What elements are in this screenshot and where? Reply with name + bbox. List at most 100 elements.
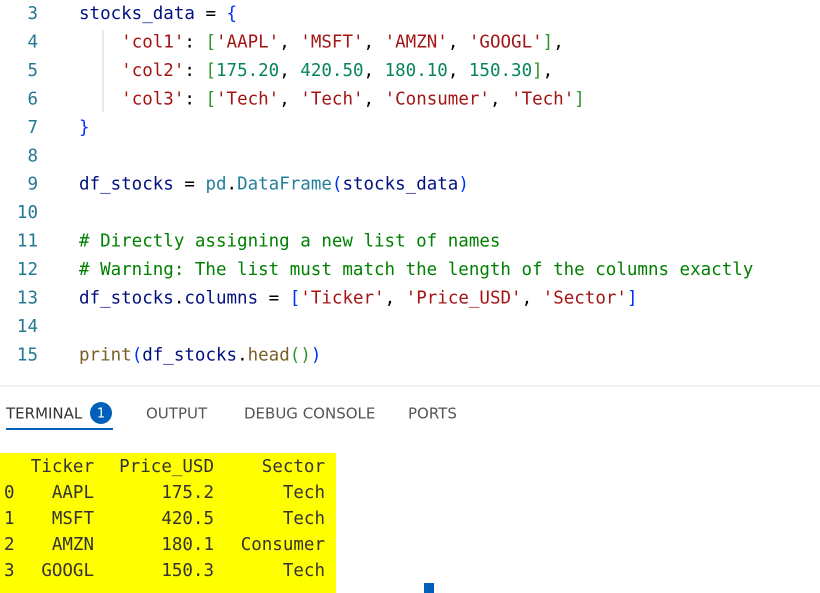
highlight bbox=[0, 453, 336, 593]
row-index: 2 bbox=[4, 535, 15, 555]
line-number: 8 bbox=[27, 146, 38, 166]
row-index: 0 bbox=[4, 483, 15, 503]
code-token: 'Ticker' bbox=[300, 289, 384, 309]
code-token: 'Tech' bbox=[511, 89, 574, 109]
code-token: ( bbox=[290, 345, 301, 365]
row-index: 1 bbox=[4, 509, 15, 529]
line-number: 7 bbox=[27, 118, 38, 138]
badge-count: 1 bbox=[97, 407, 105, 422]
code-line: 'col1': ['AAPL', 'MSFT', 'AMZN', 'GOOGL'… bbox=[79, 32, 564, 52]
code-token: ) bbox=[458, 175, 469, 195]
code-token: 'GOOGL' bbox=[469, 32, 543, 52]
code-token: 'MSFT' bbox=[300, 32, 363, 52]
code-token: ) bbox=[300, 345, 311, 365]
code-token: . bbox=[174, 289, 185, 309]
code-token: df_stocks bbox=[142, 345, 237, 365]
line-number: 13 bbox=[17, 289, 38, 309]
code-token bbox=[79, 61, 121, 81]
code-token: 'Sector' bbox=[543, 289, 627, 309]
code-line: stocks_data = { bbox=[79, 4, 237, 24]
table-cell: 420.5 bbox=[161, 509, 214, 529]
code-line: 'col2': [175.20, 420.50, 180.10, 150.30]… bbox=[79, 61, 553, 81]
code-token: 'Consumer' bbox=[385, 89, 490, 109]
line-number: 12 bbox=[17, 260, 38, 280]
line-number: 5 bbox=[27, 61, 38, 81]
table-cell: AAPL bbox=[52, 483, 94, 503]
code-token: [ bbox=[205, 89, 216, 109]
panel-tab[interactable]: DEBUG CONSOLE bbox=[244, 405, 375, 423]
code-token: 'Price_USD' bbox=[406, 289, 522, 309]
code-token: = bbox=[195, 4, 227, 24]
code-token: , bbox=[279, 61, 300, 81]
panel-tab[interactable]: PORTS bbox=[408, 405, 457, 423]
code-token: : bbox=[184, 32, 205, 52]
code-token: , bbox=[279, 89, 300, 109]
code-token: 175.20 bbox=[216, 61, 279, 81]
line-number: 15 bbox=[17, 345, 38, 365]
code-token: , bbox=[364, 61, 385, 81]
terminal-cursor bbox=[424, 583, 434, 593]
code-token: columns bbox=[184, 289, 258, 309]
table-cell: 175.2 bbox=[161, 483, 214, 503]
code-token: . bbox=[237, 345, 248, 365]
table-cell: Consumer bbox=[241, 535, 325, 555]
table-cell: 150.3 bbox=[161, 561, 214, 581]
table-cell: MSFT bbox=[52, 509, 95, 529]
code-token: 'AAPL' bbox=[216, 32, 279, 52]
panel-tab[interactable]: OUTPUT bbox=[146, 405, 208, 423]
line-number: 9 bbox=[27, 175, 38, 195]
code-token: stocks_data bbox=[79, 4, 195, 24]
code-token: 'Tech' bbox=[300, 89, 363, 109]
code-token: print bbox=[79, 345, 132, 365]
code-token: stocks_data bbox=[342, 175, 458, 195]
code-token: , bbox=[364, 32, 385, 52]
code-token: , bbox=[448, 61, 469, 81]
code-token: [ bbox=[205, 61, 216, 81]
code-token: [ bbox=[290, 289, 301, 309]
code-token: . bbox=[227, 175, 238, 195]
code-token: , bbox=[490, 89, 511, 109]
column-header: Ticker bbox=[31, 457, 94, 477]
code-token: pd bbox=[205, 175, 226, 195]
line-number: 14 bbox=[17, 317, 38, 337]
code-token: ] bbox=[543, 32, 554, 52]
code-token: 420.50 bbox=[300, 61, 363, 81]
line-number: 3 bbox=[27, 4, 38, 24]
code-token: 'AMZN' bbox=[385, 32, 448, 52]
table-cell: Tech bbox=[283, 561, 325, 581]
code-token: , bbox=[448, 32, 469, 52]
code-token: = bbox=[258, 289, 290, 309]
code-token: ] bbox=[574, 89, 585, 109]
code-line: # Directly assigning a new list of names bbox=[79, 232, 500, 252]
code-token: 'col2' bbox=[121, 61, 184, 81]
code-token: head bbox=[248, 345, 290, 365]
code-token: , bbox=[543, 61, 554, 81]
code-line: df_stocks = pd.DataFrame(stocks_data) bbox=[79, 175, 469, 195]
code-token: df_stocks bbox=[79, 175, 174, 195]
code-token: 'Tech' bbox=[216, 89, 279, 109]
panel-tab[interactable]: TERMINAL bbox=[5, 405, 83, 423]
table-cell: Tech bbox=[283, 483, 325, 503]
code-line: # Warning: The list must match the lengt… bbox=[79, 260, 753, 280]
line-number: 11 bbox=[17, 232, 38, 252]
code-line: print(df_stocks.head()) bbox=[79, 345, 321, 365]
code-token bbox=[79, 32, 121, 52]
line-number: 4 bbox=[27, 32, 38, 52]
row-index: 3 bbox=[4, 561, 15, 581]
code-token: 180.10 bbox=[385, 61, 448, 81]
table-cell: 180.1 bbox=[161, 535, 214, 555]
code-line: df_stocks.columns = ['Ticker', 'Price_US… bbox=[79, 289, 638, 309]
table-cell: AMZN bbox=[52, 535, 94, 555]
code-token: # Warning: The list must match the lengt… bbox=[79, 260, 753, 280]
code-token: , bbox=[364, 89, 385, 109]
code-token: , bbox=[553, 32, 564, 52]
column-header: Sector bbox=[262, 457, 325, 477]
code-token: 'col1' bbox=[121, 32, 184, 52]
code-token: df_stocks bbox=[79, 289, 174, 309]
code-token: = bbox=[174, 175, 206, 195]
code-token: , bbox=[385, 289, 406, 309]
code-token: ( bbox=[132, 345, 143, 365]
active-tab-underline bbox=[6, 428, 113, 430]
code-token: ] bbox=[627, 289, 638, 309]
